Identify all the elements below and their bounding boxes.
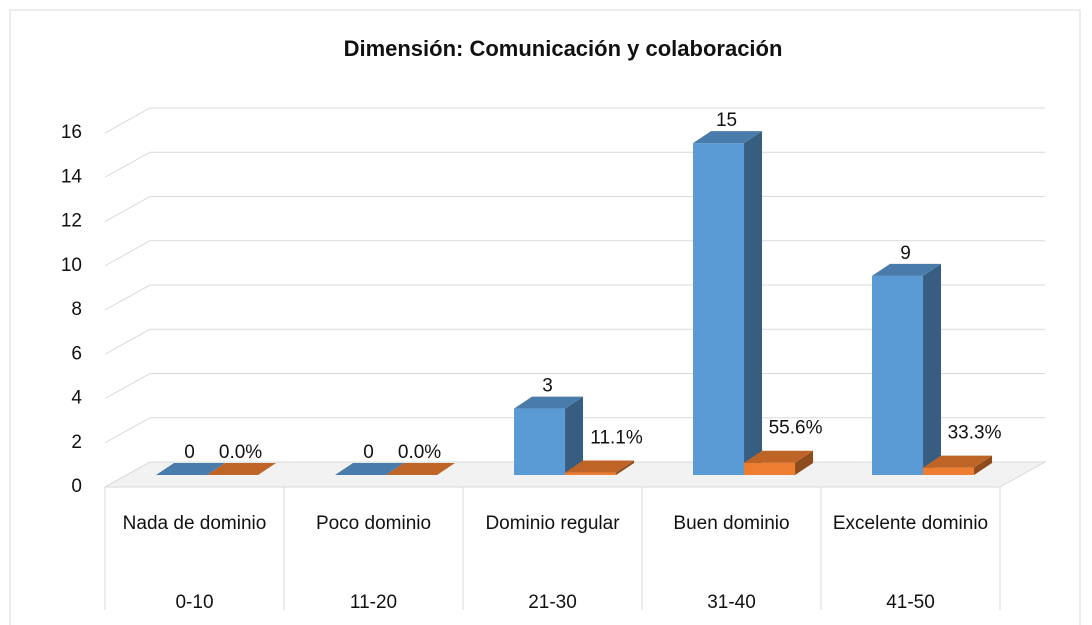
chart-border <box>9 9 1081 625</box>
data-label: 55.6% <box>769 418 823 439</box>
y-tick-label: 14 <box>61 166 83 187</box>
data-label: 9 <box>900 243 911 264</box>
bar-top <box>744 450 814 463</box>
x-tick-label: Nada de dominio <box>122 513 267 534</box>
bar-top <box>565 460 635 473</box>
bar <box>923 455 993 475</box>
grid-line <box>104 151 1045 178</box>
x-tick-label: Buen dominio <box>673 513 790 534</box>
bar-top <box>335 463 405 475</box>
bar <box>386 463 456 475</box>
data-label: 0.0% <box>219 442 262 463</box>
bar-top <box>872 263 942 276</box>
x-range-label: 31-40 <box>707 592 756 613</box>
bar-front <box>923 467 975 475</box>
bar-front <box>693 143 745 475</box>
bar <box>744 450 814 475</box>
bar-top <box>386 463 456 475</box>
x-range-label: 0-10 <box>175 592 214 613</box>
x-tick-label: Excelente dominio <box>832 513 989 534</box>
y-tick-label: 8 <box>71 299 82 320</box>
bar-front <box>514 408 566 475</box>
x-tick-label: Poco dominio <box>315 513 432 534</box>
x-range-label: 11-20 <box>349 592 398 613</box>
bar-top <box>207 463 277 475</box>
x-range-label: 21-30 <box>528 592 577 613</box>
x-tick-label: Dominio regular <box>485 513 620 534</box>
bar-side <box>974 455 993 475</box>
bar-front <box>565 472 617 475</box>
y-tick-label: 2 <box>71 432 82 453</box>
data-label: 0 <box>363 442 374 463</box>
bar <box>335 463 405 475</box>
grid-line <box>104 107 1045 134</box>
bar <box>693 131 763 475</box>
bar <box>872 263 942 475</box>
bar-front <box>872 275 924 475</box>
bar <box>565 460 635 475</box>
chart-title: Dimensión: Comunicación y colaboración <box>344 36 783 61</box>
bar-top <box>693 131 763 144</box>
data-label: 33.3% <box>948 423 1002 444</box>
bar-front <box>744 462 796 475</box>
bar-top <box>156 463 226 475</box>
bar-top <box>514 396 584 409</box>
y-tick-label: 12 <box>61 211 82 232</box>
data-label: 3 <box>542 376 553 397</box>
grid-line <box>104 196 1045 222</box>
bar <box>207 463 277 475</box>
data-label: 11.1% <box>590 428 643 449</box>
bar <box>514 396 584 475</box>
y-tick-label: 0 <box>71 476 82 497</box>
data-label: 0 <box>184 442 195 463</box>
bar-side <box>795 450 814 475</box>
bar-side <box>744 131 763 475</box>
bar-top <box>923 455 993 468</box>
bar-side <box>565 396 584 475</box>
y-tick-label: 16 <box>61 122 82 143</box>
x-range-label: 41-50 <box>886 592 935 613</box>
data-label: 15 <box>716 110 737 131</box>
bar-side <box>923 263 942 475</box>
y-tick-label: 4 <box>71 388 82 409</box>
bar <box>156 463 226 475</box>
data-label: 0.0% <box>398 442 441 463</box>
y-tick-label: 6 <box>71 343 82 364</box>
y-tick-label: 10 <box>61 255 82 276</box>
bar-side <box>616 460 635 475</box>
